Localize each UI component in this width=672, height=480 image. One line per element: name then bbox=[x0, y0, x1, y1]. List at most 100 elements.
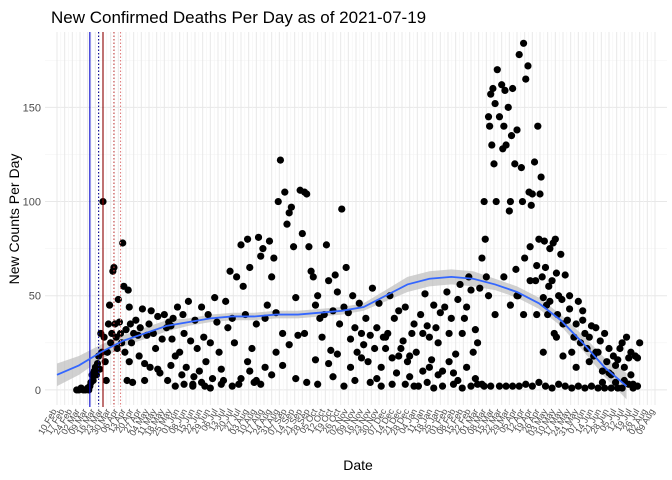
data-point bbox=[257, 380, 265, 388]
data-point bbox=[124, 286, 132, 294]
data-point bbox=[611, 378, 620, 386]
data-point bbox=[178, 371, 186, 379]
data-point bbox=[463, 303, 471, 311]
data-point bbox=[314, 292, 322, 300]
data-point bbox=[331, 271, 339, 279]
data-point bbox=[119, 239, 127, 247]
data-point bbox=[592, 324, 600, 332]
data-point bbox=[423, 378, 431, 386]
data-point bbox=[89, 376, 97, 385]
data-point bbox=[397, 344, 405, 353]
data-point bbox=[518, 197, 527, 206]
data-point bbox=[114, 295, 122, 304]
data-point bbox=[204, 310, 212, 319]
data-point bbox=[115, 318, 124, 326]
data-point bbox=[616, 344, 624, 353]
data-point bbox=[515, 382, 523, 390]
data-point bbox=[96, 365, 104, 373]
data-point bbox=[92, 371, 101, 379]
data-point bbox=[512, 265, 520, 273]
data-point bbox=[430, 301, 438, 309]
data-point bbox=[388, 380, 396, 388]
data-point bbox=[154, 365, 162, 373]
data-point bbox=[425, 363, 433, 371]
data-point bbox=[436, 309, 444, 317]
data-point bbox=[206, 339, 214, 347]
data-point bbox=[283, 220, 291, 228]
data-point bbox=[187, 337, 195, 345]
data-point bbox=[522, 380, 530, 388]
data-point bbox=[607, 384, 615, 392]
data-point bbox=[325, 359, 333, 368]
y-axis-ticks: 0 50 100 150 bbox=[23, 102, 41, 397]
data-point bbox=[598, 367, 607, 375]
data-point bbox=[125, 358, 133, 366]
data-point bbox=[552, 269, 561, 277]
data-point bbox=[557, 250, 565, 258]
data-point bbox=[618, 384, 626, 392]
data-point bbox=[488, 141, 496, 149]
data-point bbox=[495, 113, 504, 121]
y-tick-label: 0 bbox=[35, 385, 41, 397]
data-point bbox=[555, 380, 563, 388]
data-point bbox=[539, 294, 547, 302]
data-point bbox=[603, 358, 611, 366]
data-point bbox=[505, 207, 513, 215]
data-point bbox=[493, 66, 501, 74]
data-point bbox=[614, 356, 622, 364]
data-point bbox=[254, 233, 263, 241]
data-point bbox=[399, 337, 407, 345]
data-point bbox=[252, 320, 260, 328]
data-point bbox=[292, 375, 300, 383]
data-point bbox=[546, 245, 554, 253]
data-point bbox=[471, 326, 479, 334]
data-point bbox=[574, 382, 582, 390]
data-point bbox=[395, 352, 403, 360]
data-point bbox=[528, 190, 536, 198]
smooth-line bbox=[56, 275, 628, 387]
data-point bbox=[158, 335, 166, 343]
data-point bbox=[492, 197, 500, 206]
data-point bbox=[403, 358, 412, 366]
data-point bbox=[427, 356, 436, 364]
data-point bbox=[123, 376, 131, 385]
data-point bbox=[311, 301, 320, 309]
data-point bbox=[357, 329, 366, 338]
data-point bbox=[311, 356, 320, 364]
data-point bbox=[548, 384, 556, 392]
data-point bbox=[147, 307, 155, 315]
data-point bbox=[454, 295, 462, 304]
data-point bbox=[482, 273, 490, 281]
data-point bbox=[563, 316, 571, 324]
data-point bbox=[627, 371, 635, 379]
data-point bbox=[128, 378, 137, 386]
data-point bbox=[601, 384, 609, 392]
data-point bbox=[268, 273, 276, 281]
data-point bbox=[182, 363, 190, 371]
y-tick-label: 100 bbox=[23, 197, 41, 209]
data-point bbox=[507, 132, 516, 140]
data-point bbox=[430, 384, 438, 392]
smooth-trend-line bbox=[56, 275, 628, 387]
x-axis-label: Date bbox=[343, 457, 373, 473]
data-point bbox=[572, 363, 580, 371]
data-point bbox=[228, 382, 236, 390]
data-point bbox=[447, 314, 455, 322]
data-point bbox=[300, 329, 309, 338]
data-point bbox=[618, 339, 626, 347]
data-point bbox=[476, 284, 484, 292]
data-point bbox=[469, 348, 477, 356]
data-point bbox=[136, 324, 144, 332]
chart-title: New Confirmed Deaths Per Day as of 2021-… bbox=[51, 8, 426, 27]
data-point bbox=[257, 252, 265, 260]
data-point bbox=[246, 263, 254, 272]
data-point bbox=[622, 333, 631, 341]
data-point bbox=[535, 378, 543, 386]
data-point bbox=[215, 348, 223, 356]
data-point bbox=[285, 209, 293, 217]
data-point bbox=[340, 303, 348, 311]
data-point bbox=[526, 243, 534, 251]
data-point bbox=[502, 141, 510, 149]
data-point bbox=[467, 286, 475, 294]
